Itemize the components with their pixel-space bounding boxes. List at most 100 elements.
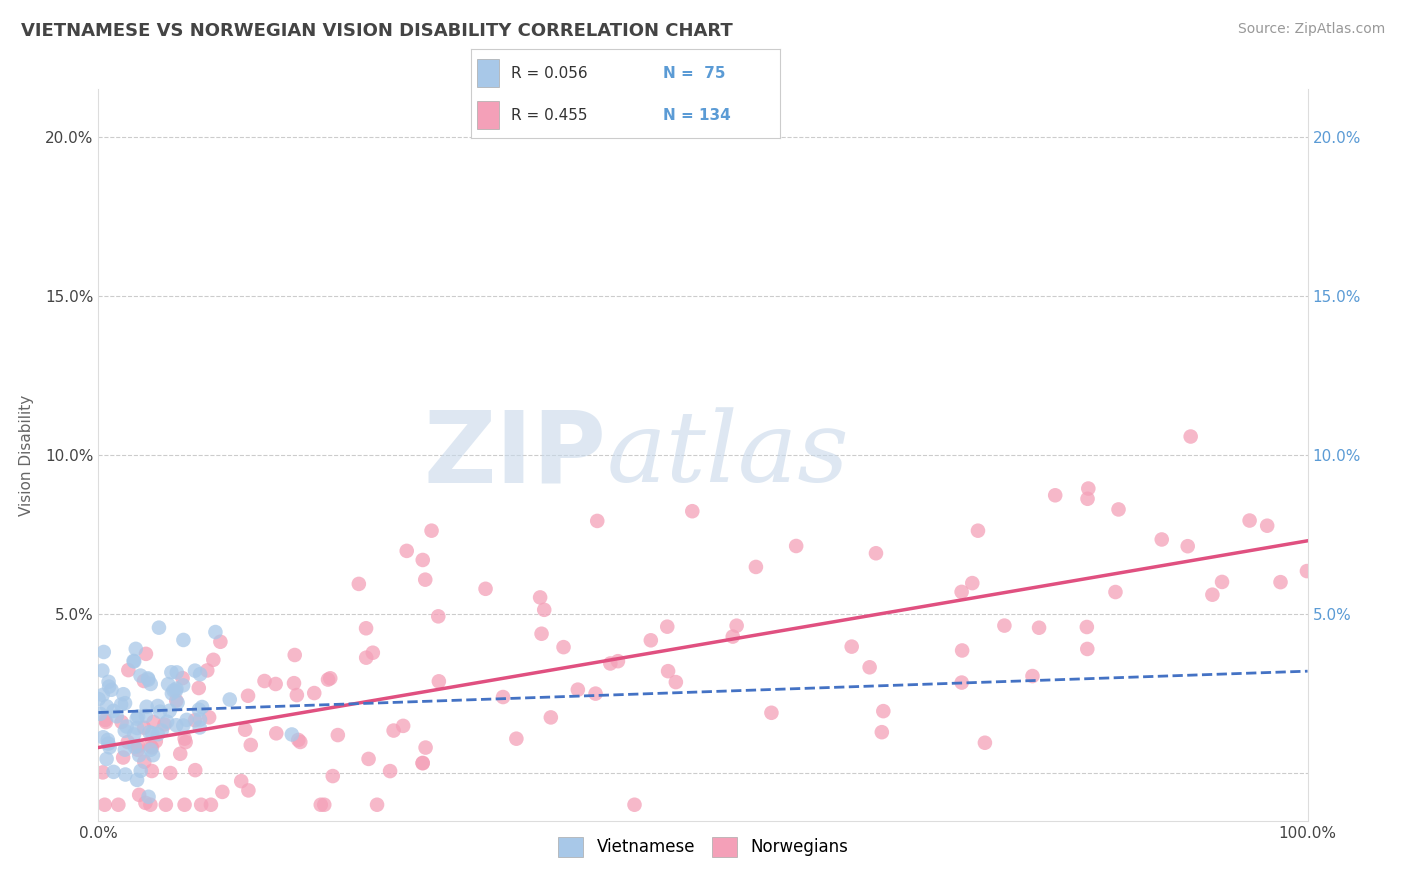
Point	[427, 674, 450, 689]
Point	[950, 675, 973, 690]
Point	[319, 671, 342, 685]
Point	[191, 700, 214, 714]
Point	[125, 641, 148, 656]
Point	[184, 713, 207, 727]
Text: R = 0.056: R = 0.056	[512, 66, 588, 80]
Point	[427, 609, 450, 624]
Point	[665, 675, 688, 690]
Point	[114, 742, 136, 756]
Point	[139, 743, 162, 757]
Text: N =  75: N = 75	[662, 66, 725, 80]
Point	[136, 671, 159, 685]
Point	[139, 739, 162, 753]
Point	[287, 733, 309, 747]
Point	[122, 654, 145, 668]
Point	[950, 585, 973, 599]
Text: atlas: atlas	[606, 408, 849, 502]
Point	[1211, 574, 1233, 589]
Point	[1076, 642, 1098, 657]
Point	[681, 504, 703, 518]
Point	[89, 706, 111, 721]
Point	[309, 797, 332, 812]
Point	[97, 737, 120, 751]
Point	[785, 539, 807, 553]
Point	[993, 618, 1015, 632]
FancyBboxPatch shape	[477, 59, 499, 87]
Point	[415, 740, 437, 755]
Point	[378, 764, 401, 778]
Point	[91, 688, 114, 702]
Point	[354, 650, 377, 665]
Point	[366, 797, 388, 812]
Point	[412, 756, 434, 771]
Point	[138, 789, 160, 804]
Point	[187, 703, 209, 717]
Point	[533, 603, 555, 617]
Point	[128, 748, 150, 763]
Point	[91, 664, 114, 678]
Point	[149, 705, 172, 719]
Point	[114, 696, 136, 710]
Text: VIETNAMESE VS NORWEGIAN VISION DISABILITY CORRELATION CHART: VIETNAMESE VS NORWEGIAN VISION DISABILIT…	[21, 22, 733, 40]
Point	[585, 687, 607, 701]
Point	[412, 553, 434, 567]
Point	[1077, 491, 1099, 506]
Point	[141, 726, 163, 740]
Point	[190, 797, 212, 812]
Point	[132, 673, 155, 688]
Point	[1239, 514, 1261, 528]
Point	[231, 774, 253, 789]
Point	[129, 668, 152, 682]
Point	[110, 698, 132, 712]
Point	[553, 640, 575, 654]
Point	[357, 752, 380, 766]
Point	[184, 763, 207, 777]
Point	[125, 772, 148, 787]
Point	[474, 582, 496, 596]
Point	[281, 727, 304, 741]
Point	[202, 653, 225, 667]
Point	[103, 704, 125, 718]
Point	[169, 747, 191, 761]
Point	[139, 797, 162, 812]
Point	[859, 660, 882, 674]
Point	[198, 710, 221, 724]
Text: Source: ZipAtlas.com: Source: ZipAtlas.com	[1237, 22, 1385, 37]
Point	[166, 696, 188, 710]
Point	[114, 767, 136, 781]
Point	[153, 717, 176, 731]
Point	[492, 690, 515, 704]
Point	[529, 591, 551, 605]
Point	[103, 764, 125, 779]
Point	[1021, 669, 1043, 683]
Point	[285, 688, 308, 702]
Point	[128, 788, 150, 802]
Point	[94, 713, 117, 727]
Point	[172, 671, 194, 685]
Point	[872, 704, 894, 718]
Point	[657, 620, 679, 634]
Point	[865, 546, 887, 560]
Point	[94, 714, 117, 729]
Point	[122, 727, 145, 741]
Point	[761, 706, 783, 720]
Point	[253, 673, 276, 688]
Point	[96, 699, 118, 714]
Text: N = 134: N = 134	[662, 108, 731, 122]
Point	[145, 734, 167, 748]
Point	[505, 731, 527, 746]
Text: ZIP: ZIP	[423, 407, 606, 503]
Point	[1180, 429, 1202, 443]
Point	[134, 796, 156, 810]
Point	[132, 721, 155, 735]
Point	[1108, 502, 1130, 516]
Point	[122, 655, 145, 669]
Point	[112, 687, 135, 701]
Point	[96, 752, 118, 766]
Point	[142, 714, 165, 729]
Point	[114, 723, 136, 738]
Point	[354, 621, 377, 635]
Point	[129, 764, 152, 778]
Point	[420, 524, 443, 538]
Point	[209, 634, 232, 648]
